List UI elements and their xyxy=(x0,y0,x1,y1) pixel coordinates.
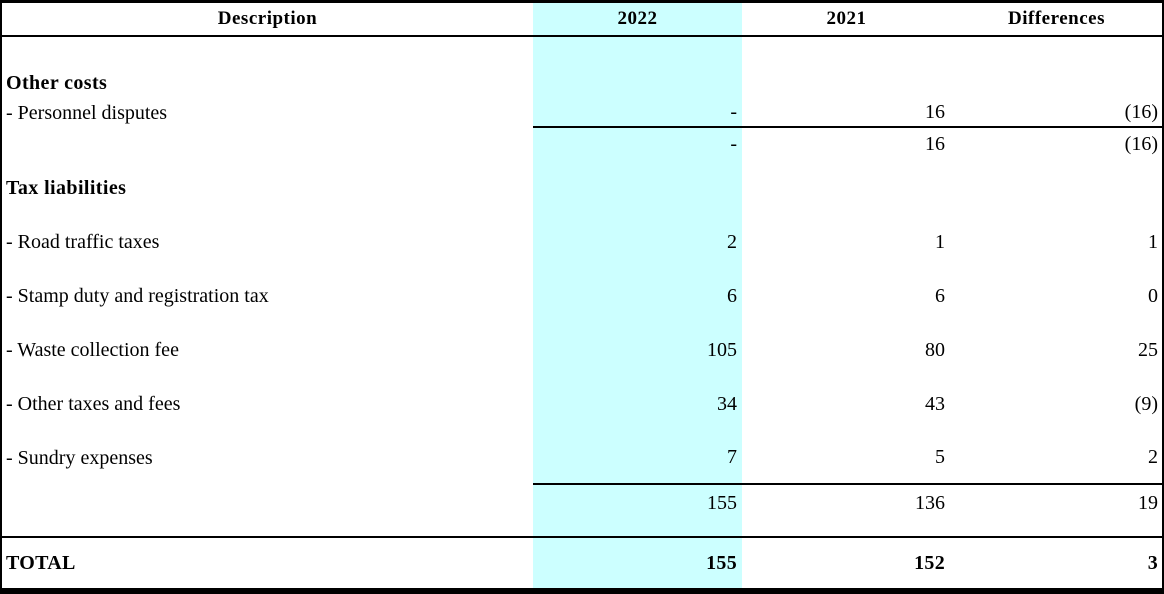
row-value-2022 xyxy=(533,161,742,215)
row-value-2022 xyxy=(533,37,742,68)
row-value-2021 xyxy=(742,68,951,98)
row-description xyxy=(2,128,533,161)
row-description: - Waste collection fee xyxy=(6,338,179,361)
table-row xyxy=(2,521,1162,538)
row-value-2021: 1 xyxy=(935,230,945,253)
row-value-2021: 5 xyxy=(742,431,951,485)
table-row: Tax liabilities xyxy=(2,161,1162,215)
row-value-differences xyxy=(951,37,1162,68)
row-value-2021: 43 xyxy=(925,392,945,415)
row-value-2022 xyxy=(533,521,742,536)
row-value-2022: 155 xyxy=(533,538,742,588)
row-description: - Sundry expenses xyxy=(6,446,153,469)
row-value-differences: 2 xyxy=(951,431,1162,485)
table-row: - Other taxes and fees 34 43 (9) xyxy=(2,377,1162,431)
row-value-2021: 6 xyxy=(935,284,945,307)
row-value-differences: (9) xyxy=(1134,392,1158,415)
row-description: - Road traffic taxes xyxy=(6,230,160,253)
column-header-description: Description xyxy=(217,8,318,29)
row-value-differences: (16) xyxy=(1124,133,1158,155)
row-value-differences: 1 xyxy=(1148,230,1158,253)
table-row: TOTAL 155 152 3 xyxy=(2,538,1162,588)
row-value-2021: 152 xyxy=(914,551,945,574)
row-description xyxy=(2,521,533,536)
row-value-2022: - xyxy=(533,98,742,128)
row-value-2021 xyxy=(742,37,951,68)
row-value-differences xyxy=(951,521,1162,536)
row-description: TOTAL xyxy=(6,551,76,574)
column-header-differences: Differences xyxy=(1008,8,1105,29)
row-value-2022: 7 xyxy=(533,431,742,485)
table-body: Other costs - Personnel disputes - 16 (1… xyxy=(2,37,1162,588)
row-description: - Personnel disputes xyxy=(6,101,168,124)
table-row: Other costs xyxy=(2,68,1162,98)
row-value-2022: 105 xyxy=(533,323,742,377)
table-row: - Sundry expenses 7 5 2 xyxy=(2,431,1162,485)
row-value-2021: 16 xyxy=(742,98,951,128)
table-row: - 16 (16) xyxy=(2,128,1162,161)
column-header-2022: 2022 xyxy=(533,3,742,35)
table-row: - Personnel disputes - 16 (16) xyxy=(2,98,1162,128)
table-header-row: Description 2022 2021 Differences xyxy=(2,3,1162,37)
row-description xyxy=(2,485,533,521)
column-header-2021: 2021 xyxy=(826,8,867,29)
row-value-2021: 16 xyxy=(925,133,945,155)
table-row: 155 136 19 xyxy=(2,485,1162,521)
row-value-2021 xyxy=(742,521,951,536)
row-value-2022: 155 xyxy=(533,485,742,521)
row-value-differences: (16) xyxy=(951,98,1162,128)
row-value-2021: 80 xyxy=(925,338,945,361)
row-description: Tax liabilities xyxy=(6,176,127,199)
row-value-2022: 6 xyxy=(533,269,742,323)
row-description: Other costs xyxy=(6,71,108,94)
row-value-differences: 3 xyxy=(1147,551,1158,574)
row-value-differences xyxy=(951,68,1162,98)
row-value-2022: - xyxy=(533,128,742,161)
row-description xyxy=(2,37,533,68)
row-value-2022: 2 xyxy=(533,215,742,269)
row-value-differences: 25 xyxy=(1138,338,1158,361)
row-value-differences: 19 xyxy=(1138,491,1158,514)
table-row xyxy=(2,37,1162,68)
row-value-differences: 0 xyxy=(1148,284,1158,307)
table-row: - Stamp duty and registration tax 6 6 0 xyxy=(2,269,1162,323)
row-description: - Stamp duty and registration tax xyxy=(6,284,269,307)
table-row: - Road traffic taxes 2 1 1 xyxy=(2,215,1162,269)
row-value-2021: 136 xyxy=(915,491,945,514)
row-value-2021 xyxy=(742,161,951,215)
row-description: - Other taxes and fees xyxy=(6,392,181,415)
row-value-differences xyxy=(951,161,1162,215)
row-value-2022: 34 xyxy=(533,377,742,431)
row-value-2022 xyxy=(533,68,742,98)
table-row: - Waste collection fee 105 80 25 xyxy=(2,323,1162,377)
